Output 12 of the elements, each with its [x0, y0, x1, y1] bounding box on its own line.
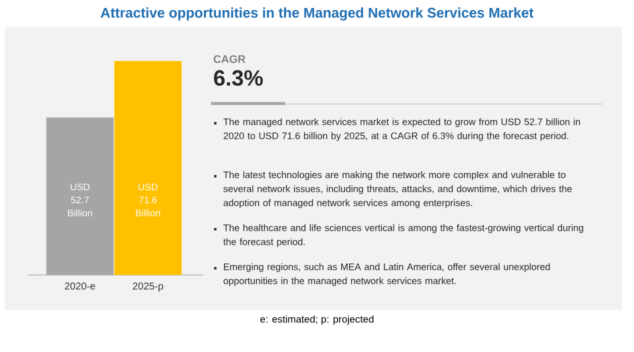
text: Attractive opportunities in the Managed Network Services Market — [100, 7, 534, 21]
data-label: USD 52.7 Billion — [68, 184, 92, 216]
text: Emerging regions, such as MEA and Latin America, offer several unexplored opportunities in the managed network services market. — [224, 263, 550, 286]
x-tick-label: 2020-e — [64, 282, 96, 290]
text: The latest technologies are making the network more complex and vulnerable to several network issues, including threats, attacks, and downtime, which drives the adoption of managed network services among enterprises. — [223, 171, 572, 208]
text: e: estimated; p: projected — [260, 315, 374, 325]
text: CAGR — [214, 55, 246, 63]
text: The managed network services market is expected to grow from USD 52.7 billion in 2020 to USD 71.6 billion by 2025, at a CAGR of 6.3% during the forecast period. — [223, 118, 580, 142]
data-label: USD 71.6 Billion — [136, 184, 160, 216]
x-tick-label: 2025-p — [132, 282, 164, 292]
text: 6.3% — [214, 70, 263, 86]
text: The healthcare and life sciences vertical is among the fastest-growing vertical during the forecast period. — [223, 224, 584, 248]
